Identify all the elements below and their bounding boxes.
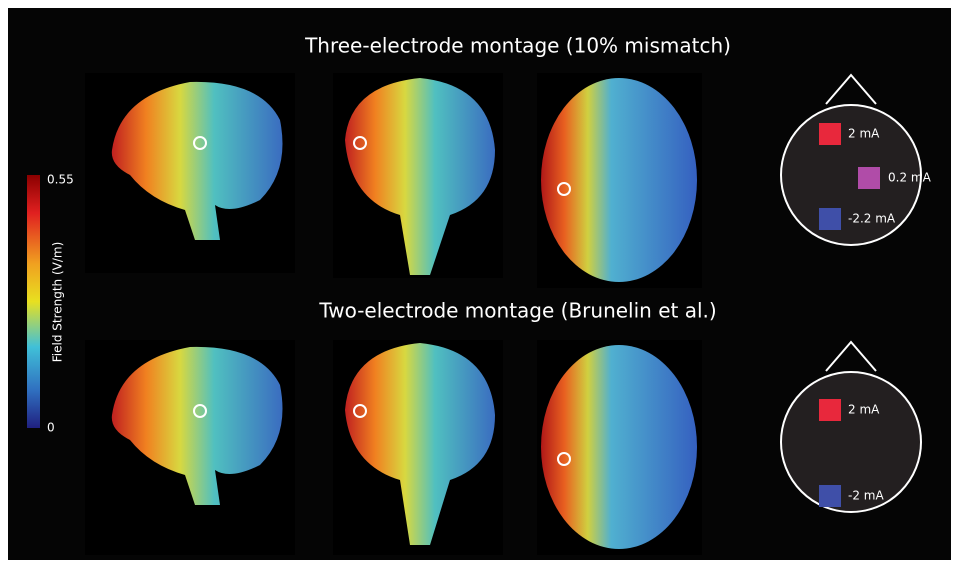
row-title: Three-electrode montage (10% mismatch): [304, 34, 731, 58]
colorbar-label: Field Strength (V/m): [51, 242, 65, 363]
electrode: [858, 167, 880, 189]
electrode: [819, 208, 841, 230]
colorbar-min: 0: [47, 421, 55, 435]
colorbar-max: 0.55: [47, 173, 74, 187]
axial-brain: [541, 345, 697, 549]
colorbar-gradient: [27, 175, 40, 428]
electrode: [819, 399, 841, 421]
brain-panels: [85, 73, 702, 288]
electrode: [819, 123, 841, 145]
electrode: [819, 485, 841, 507]
figure: 0.55 0 Field Strength (V/m) Three-electr…: [0, 0, 959, 568]
electrode-label: 2 mA: [848, 403, 880, 417]
electrode-label: -2 mA: [848, 489, 884, 503]
row-title: Two-electrode montage (Brunelin et al.): [318, 299, 716, 323]
electrode-label: 2 mA: [848, 127, 880, 141]
axial-brain: [541, 78, 697, 282]
brain-panels: [85, 340, 702, 555]
electrode-label: -2.2 mA: [848, 212, 896, 226]
electrode-label: 0.2 mA: [888, 171, 932, 185]
